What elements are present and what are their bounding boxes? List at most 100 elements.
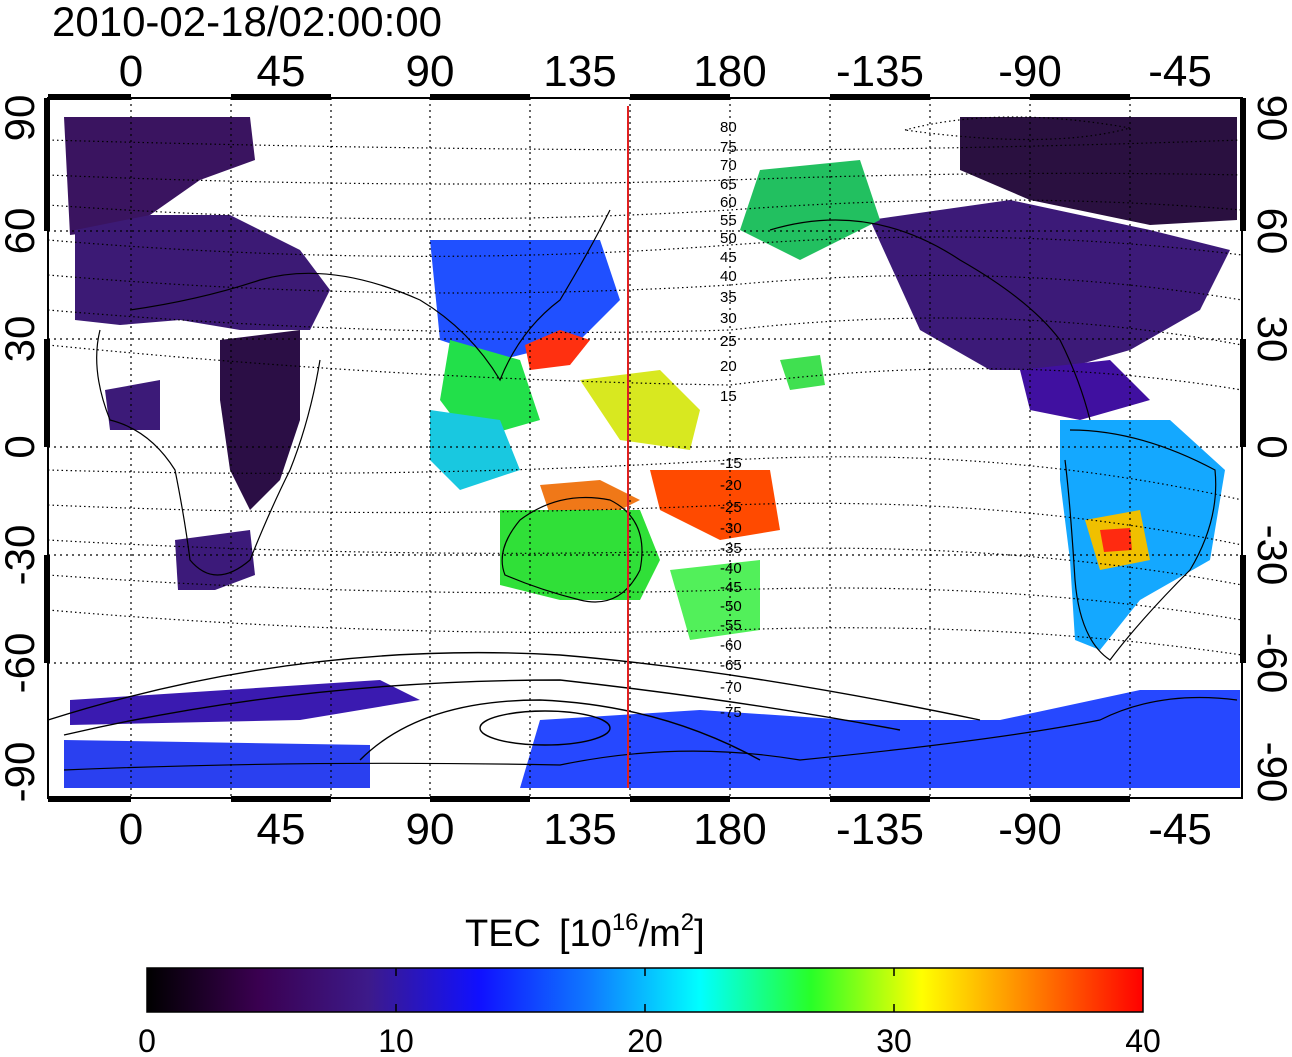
region-japan-hot [525, 330, 590, 370]
contour-label: 55 [720, 212, 737, 229]
frame-tick-bars [44, 94, 1246, 802]
frame-bar [430, 796, 530, 802]
coast-africa [96, 329, 321, 576]
coast-north-america [769, 219, 1091, 421]
right-lat-tick-neg90: -90 [1249, 742, 1292, 803]
region-alaska-green [740, 160, 880, 260]
contour-labels: 80 75 70 65 60 55 50 45 40 35 30 25 20 1… [720, 119, 742, 721]
bottom-lon-tick-180: 180 [693, 805, 766, 854]
colorbar-unit-end: ] [694, 913, 705, 955]
region-antarctic-west [64, 740, 370, 788]
contour-neg70 [63, 679, 901, 736]
top-lon-tick-180: 180 [693, 47, 766, 96]
region-africa-west [105, 380, 160, 430]
left-lat-tick-neg30: -30 [0, 525, 43, 586]
colorbar: TEC [1016/m2] 0 10 20 30 40 [138, 909, 1161, 1057]
contour-label: -35 [720, 540, 742, 557]
contour-neg55 [47, 609, 1243, 656]
contour-label: -70 [720, 679, 742, 696]
top-lon-tick-neg90: -90 [998, 47, 1062, 96]
frame-bar [830, 94, 930, 100]
right-lat-tick-0: 0 [1249, 435, 1292, 458]
contour-label: 40 [720, 268, 737, 285]
colorbar-tick-label: 40 [1125, 1023, 1161, 1057]
region-europe-asia-north [64, 117, 255, 235]
magnetic-contours [47, 116, 1243, 656]
frame-bar [1240, 339, 1246, 447]
colorbar-tick-label: 10 [378, 1023, 414, 1057]
colorbar-unit-exp: 16 [612, 909, 639, 936]
colorbar-title-text: TEC [465, 913, 541, 955]
right-lat-tick-90: 90 [1249, 95, 1292, 142]
left-lat-tick-neg90: -90 [0, 742, 43, 803]
contour-65 [47, 172, 1243, 185]
top-lon-tick-0: 0 [119, 47, 143, 96]
bottom-lon-tick-90: 90 [406, 805, 455, 854]
contour-label: 30 [720, 310, 737, 327]
region-south-america-red [1100, 528, 1132, 552]
coastlines [63, 209, 1238, 771]
contour-label: 35 [720, 289, 737, 306]
coast-eurasia [129, 209, 611, 382]
colorbar-tick-label: 20 [627, 1023, 663, 1057]
contour-neg35 [47, 539, 1243, 586]
frame-bar [44, 555, 50, 663]
contour-label: -75 [720, 704, 742, 721]
contour-label: 60 [720, 194, 737, 211]
solid-contours [47, 651, 981, 761]
frame-bar [48, 796, 131, 802]
left-lat-tick-0: 0 [0, 435, 43, 458]
left-lat-tick-neg60: -60 [0, 633, 43, 694]
timestamp-title: 2010-02-18/02:00:00 [52, 0, 442, 45]
region-south-africa [175, 530, 255, 590]
map-panel: 80 75 70 65 60 55 50 45 40 35 30 25 20 1… [44, 94, 1246, 802]
top-lon-axis-labels: 0 45 90 135 180 -135 -90 -45 [119, 47, 1212, 96]
frame-bar [630, 94, 730, 100]
bottom-lon-tick-135: 135 [543, 805, 616, 854]
frame-bar [1030, 94, 1130, 100]
contour-label: -20 [720, 477, 742, 494]
contour-neg15 [47, 456, 1243, 501]
frame-bar [1240, 555, 1246, 663]
top-lon-tick-neg45: -45 [1148, 47, 1212, 96]
frame-bar [231, 796, 331, 802]
left-lat-tick-30: 30 [0, 316, 43, 363]
contour-label: 70 [720, 157, 737, 174]
right-lat-tick-60: 60 [1249, 208, 1292, 255]
bottom-lon-tick-45: 45 [257, 805, 306, 854]
contour-label: -65 [720, 657, 742, 674]
colorbar-ticks [395, 968, 895, 1012]
contour-35 [47, 274, 1243, 301]
frame-bar [231, 94, 331, 100]
contour-label: -50 [720, 598, 742, 615]
left-lat-axis-labels: 90 60 30 0 -30 -60 -90 [0, 95, 43, 803]
contour-80 [904, 116, 1131, 141]
contour-neg80 [479, 710, 611, 746]
region-pacific-yellow [580, 370, 700, 450]
bottom-lon-tick-neg90: -90 [998, 805, 1062, 854]
region-new-zealand [670, 560, 760, 640]
tec-regions [64, 117, 1240, 788]
contour-label: 80 [720, 119, 737, 136]
top-lon-tick-90: 90 [406, 47, 455, 96]
colorbar-unit-exp2: 2 [681, 909, 694, 936]
colorbar-tick-label: 30 [876, 1023, 912, 1057]
contour-label: 25 [720, 333, 737, 350]
colorbar-unit-base: [10 [559, 913, 612, 955]
contour-label: -30 [720, 520, 742, 537]
bottom-lon-tick-neg135: -135 [836, 805, 924, 854]
contour-label: 65 [720, 176, 737, 193]
top-lon-tick-135: 135 [543, 47, 616, 96]
bottom-lon-axis-labels: 0 45 90 135 180 -135 -90 -45 [119, 805, 1212, 854]
map-grid [48, 98, 1242, 798]
contour-neg75 [359, 699, 761, 761]
right-lat-tick-neg60: -60 [1249, 633, 1292, 694]
right-lat-tick-neg30: -30 [1249, 525, 1292, 586]
region-pacific-green-dots [780, 355, 825, 390]
region-asia-east [430, 240, 620, 360]
colorbar-unit-mid: /m [639, 913, 681, 955]
contour-label: -40 [720, 560, 742, 577]
frame-bar [44, 339, 50, 447]
colorbar-tick-label: 0 [138, 1023, 156, 1057]
